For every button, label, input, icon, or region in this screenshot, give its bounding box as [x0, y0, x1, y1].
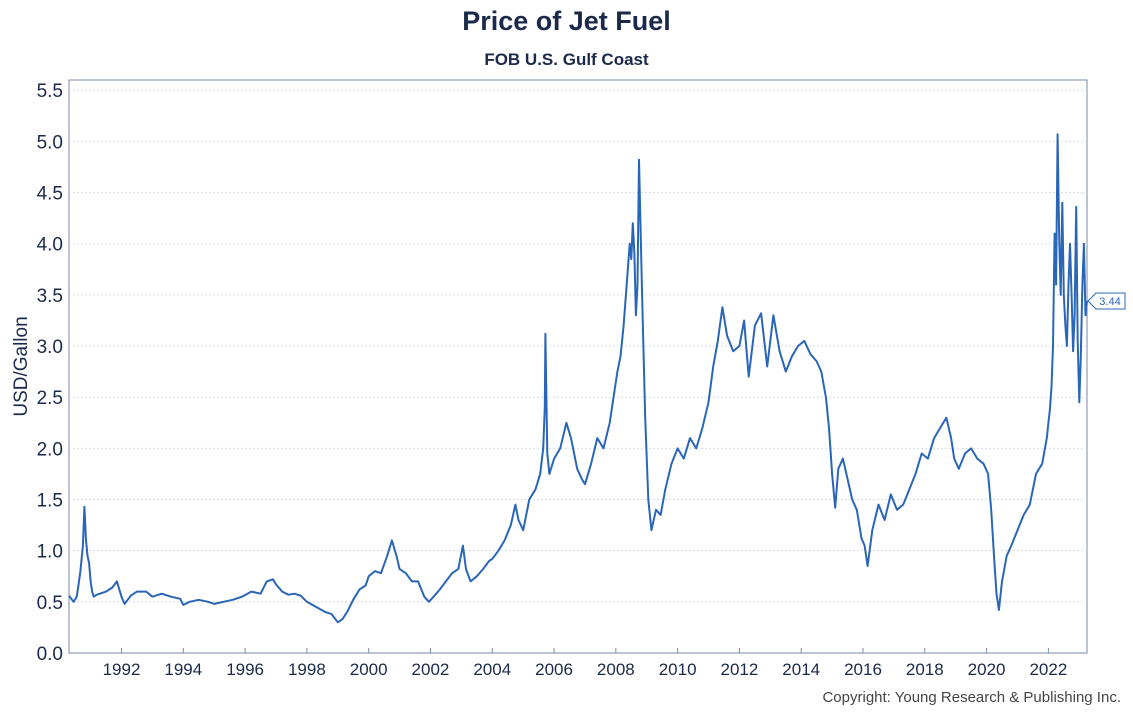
y-tick-label: 2.5 [37, 388, 63, 409]
x-tick-label: 2000 [350, 660, 388, 679]
copyright-note: Copyright: Young Research & Publishing I… [822, 689, 1121, 706]
x-tick-label: 2006 [535, 660, 573, 679]
y-tick-label: 2.0 [37, 439, 63, 460]
x-tick-label: 2018 [906, 660, 944, 679]
y-tick-label: 4.0 [37, 235, 63, 256]
y-tick-label: 3.5 [37, 286, 63, 307]
x-tick-label: 1998 [288, 660, 326, 679]
plot-frame [68, 79, 1088, 654]
x-tick-label: 2008 [597, 660, 635, 679]
last-value-callout [1087, 292, 1126, 310]
x-tick-label: 1992 [103, 660, 141, 679]
x-tick-label: 2012 [721, 660, 759, 679]
x-tick-label: 2002 [412, 660, 450, 679]
x-tick-label: 1996 [226, 660, 264, 679]
last-value-label: 3.44 [1099, 296, 1120, 308]
y-tick-label: 5.5 [37, 81, 63, 102]
y-tick-label: 5.0 [37, 132, 63, 153]
chart-title: Price of Jet Fuel [462, 6, 671, 36]
x-tick-label: 2004 [473, 660, 511, 679]
x-tick-label: 2010 [659, 660, 697, 679]
y-tick-label: 1.5 [37, 491, 63, 512]
x-tick-label: 2016 [844, 660, 882, 679]
y-tick-label: 3.0 [37, 337, 63, 358]
x-tick-label: 2022 [1029, 660, 1067, 679]
y-axis-label: USD/Gallon [11, 316, 32, 416]
y-tick-label: 0.5 [37, 593, 63, 614]
y-tick-label: 0.0 [37, 644, 63, 665]
y-tick-label: 1.0 [37, 542, 63, 563]
y-tick-label: 4.5 [37, 184, 63, 205]
x-tick-label: 2020 [968, 660, 1006, 679]
price-line [68, 133, 1088, 624]
chart-subtitle: FOB U.S. Gulf Coast [484, 50, 649, 69]
x-tick-label: 1994 [164, 660, 202, 679]
x-tick-label: 2014 [782, 660, 820, 679]
